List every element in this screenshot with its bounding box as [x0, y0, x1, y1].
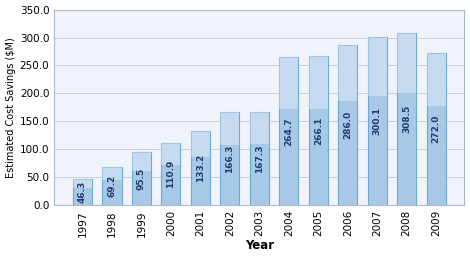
Bar	[427, 53, 446, 205]
Bar	[279, 57, 298, 109]
Bar	[102, 167, 122, 205]
Bar	[397, 33, 416, 93]
Bar	[368, 37, 387, 96]
Text: 46.3: 46.3	[78, 181, 87, 204]
Text: 286.0: 286.0	[343, 111, 352, 140]
Bar	[397, 33, 416, 205]
Bar	[338, 45, 357, 101]
Bar	[132, 152, 151, 171]
Bar	[279, 57, 298, 205]
Bar	[250, 112, 269, 205]
Text: 266.1: 266.1	[314, 117, 323, 145]
Bar	[191, 131, 210, 157]
Bar	[73, 179, 92, 189]
Text: 133.2: 133.2	[196, 154, 205, 182]
Text: 110.9: 110.9	[166, 160, 175, 189]
Text: 272.0: 272.0	[432, 115, 441, 143]
Text: 300.1: 300.1	[373, 107, 382, 135]
Bar	[368, 37, 387, 205]
Text: 166.3: 166.3	[225, 145, 235, 173]
Text: 264.7: 264.7	[284, 117, 293, 146]
Bar	[191, 131, 210, 205]
Bar	[102, 167, 122, 180]
Bar	[250, 112, 269, 144]
Bar	[220, 112, 239, 145]
Bar	[427, 53, 446, 106]
X-axis label: Year: Year	[245, 239, 274, 252]
Bar	[132, 152, 151, 205]
Bar	[338, 45, 357, 205]
Text: 167.3: 167.3	[255, 144, 264, 173]
Text: 95.5: 95.5	[137, 167, 146, 190]
Bar	[309, 57, 328, 109]
Y-axis label: Estimated Cost Savings ($M): Estimated Cost Savings ($M)	[6, 37, 16, 178]
Bar	[73, 179, 92, 205]
Bar	[220, 112, 239, 205]
Text: 69.2: 69.2	[108, 175, 117, 197]
Bar	[309, 57, 328, 205]
Text: 308.5: 308.5	[402, 105, 411, 133]
Bar	[161, 143, 180, 165]
Bar	[161, 143, 180, 205]
